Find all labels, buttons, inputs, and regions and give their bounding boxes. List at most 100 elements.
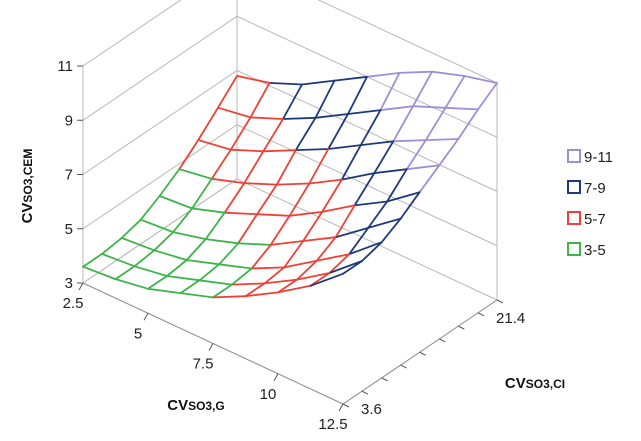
surface-edge-y bbox=[249, 82, 271, 119]
surface-edge-y bbox=[197, 106, 219, 141]
surface-edge-x bbox=[302, 236, 337, 242]
surface-edge-x bbox=[237, 242, 272, 246]
surface-edge-x bbox=[309, 272, 344, 287]
legend-label: 3-5 bbox=[584, 242, 606, 259]
z-gridline-0 bbox=[82, 178, 498, 301]
legend-label: 5-7 bbox=[584, 211, 606, 228]
surface-edge-x bbox=[340, 172, 376, 181]
surface-edge-x bbox=[366, 72, 401, 78]
surface-edge-x bbox=[294, 148, 330, 152]
y-tick-mark bbox=[381, 377, 388, 382]
surface-edge-y bbox=[379, 72, 401, 111]
surface-edge-y bbox=[314, 79, 336, 119]
surface-edge-y bbox=[342, 260, 363, 275]
surface-edge-x bbox=[120, 236, 156, 252]
y-tick-mark bbox=[342, 403, 350, 408]
surface-edge-y bbox=[139, 195, 161, 221]
surface-edge-x bbox=[405, 164, 441, 171]
surface-edge-x bbox=[244, 291, 279, 298]
surface-edge-y bbox=[262, 118, 284, 153]
surface-edge-x bbox=[218, 263, 253, 270]
surface-edge-x bbox=[424, 138, 460, 142]
surface-edge-y bbox=[166, 259, 188, 277]
x-tick-mark bbox=[78, 282, 84, 291]
surface-edge-x bbox=[359, 140, 395, 147]
surface-plot bbox=[82, 70, 498, 299]
surface-edge-x bbox=[229, 148, 265, 153]
surface-edge-x bbox=[133, 265, 168, 277]
legend-swatch bbox=[567, 211, 581, 225]
x-tick-mark bbox=[338, 403, 344, 412]
surface-edge-y bbox=[114, 265, 136, 281]
x-tick-mark bbox=[208, 343, 214, 351]
surface-edge-y bbox=[250, 243, 272, 270]
surface-edge-x bbox=[444, 106, 479, 111]
z-tick-label: 3 bbox=[65, 275, 73, 292]
surface-edge-x bbox=[308, 178, 343, 185]
surface-edge-x bbox=[223, 211, 259, 216]
surface-edge-y bbox=[82, 252, 103, 268]
surface-edge-y bbox=[359, 109, 382, 147]
surface-edge-y bbox=[158, 168, 181, 197]
surface-edge-y bbox=[147, 275, 168, 290]
surface-edge-x bbox=[379, 105, 414, 111]
z-tick-label: 7 bbox=[65, 167, 73, 184]
legend-swatch bbox=[567, 149, 581, 163]
surface-edge-y bbox=[101, 236, 123, 255]
surface-edge-x bbox=[158, 195, 194, 210]
surface-edge-x bbox=[328, 260, 363, 274]
surface-edge-x bbox=[373, 168, 408, 175]
surface-edge-x bbox=[256, 213, 291, 217]
surface-edge-x bbox=[191, 207, 226, 214]
z-gridline-1 bbox=[82, 124, 498, 247]
surface-edge-y bbox=[302, 210, 324, 242]
surface-edge-y bbox=[348, 226, 370, 256]
surface-edge-y bbox=[237, 213, 259, 245]
surface-edge-y bbox=[212, 283, 233, 299]
y-tick-label: 3.6 bbox=[361, 401, 382, 418]
surface-edge-x bbox=[172, 231, 207, 241]
surface-edge-x bbox=[185, 259, 221, 266]
surface-edge-x bbox=[250, 266, 286, 270]
z-axis-title: CVSO3,CEM bbox=[19, 149, 36, 224]
y-tick-mark bbox=[400, 364, 407, 369]
surface-edge-y bbox=[477, 82, 498, 111]
surface-edge-x bbox=[166, 275, 201, 282]
surface-edge-y bbox=[438, 138, 460, 167]
surface-edge-y bbox=[353, 172, 376, 207]
surface-edge-x bbox=[288, 210, 324, 217]
surface-edge-y bbox=[334, 204, 356, 239]
surface-edge-x bbox=[212, 295, 247, 299]
surface-edge-x bbox=[197, 139, 232, 151]
surface-edge-y bbox=[172, 207, 194, 234]
surface-edge-x bbox=[412, 105, 447, 109]
legend-label: 9-11 bbox=[584, 149, 613, 166]
surface-edge-y bbox=[263, 266, 286, 285]
surface-edge-y bbox=[223, 182, 246, 214]
surface-edge-y bbox=[179, 279, 201, 295]
surface-edge-y bbox=[256, 183, 278, 216]
surface-edge-y bbox=[191, 177, 213, 210]
surface-edge-y bbox=[444, 75, 466, 109]
surface-edge-y bbox=[198, 263, 221, 282]
surface-edge-x bbox=[198, 279, 233, 286]
surface-edge-x bbox=[283, 259, 318, 269]
surface-edge-y bbox=[405, 139, 427, 171]
y-tick-mark bbox=[477, 312, 485, 317]
surface-edge-x bbox=[204, 238, 240, 245]
surface-edge-x bbox=[296, 272, 331, 281]
floor-back-edge bbox=[82, 178, 238, 284]
surface-edge-y bbox=[231, 267, 253, 286]
surface-edge-x bbox=[268, 82, 303, 86]
surface-edge-x bbox=[353, 200, 389, 207]
surface-edge-y bbox=[133, 249, 156, 268]
surface-edge-x bbox=[236, 75, 271, 84]
surface-edge-y bbox=[243, 150, 265, 185]
surface-edge-y bbox=[309, 272, 331, 287]
surface-edge-y bbox=[283, 240, 305, 269]
chart-axes: 3 5 7 9 11 2.5 5 7.5 10 12.5 3.6 21.4 bbox=[57, 58, 525, 433]
surface-edge-x bbox=[231, 282, 266, 286]
surface-edge-x bbox=[321, 204, 356, 213]
surface-edge-x bbox=[178, 168, 213, 180]
